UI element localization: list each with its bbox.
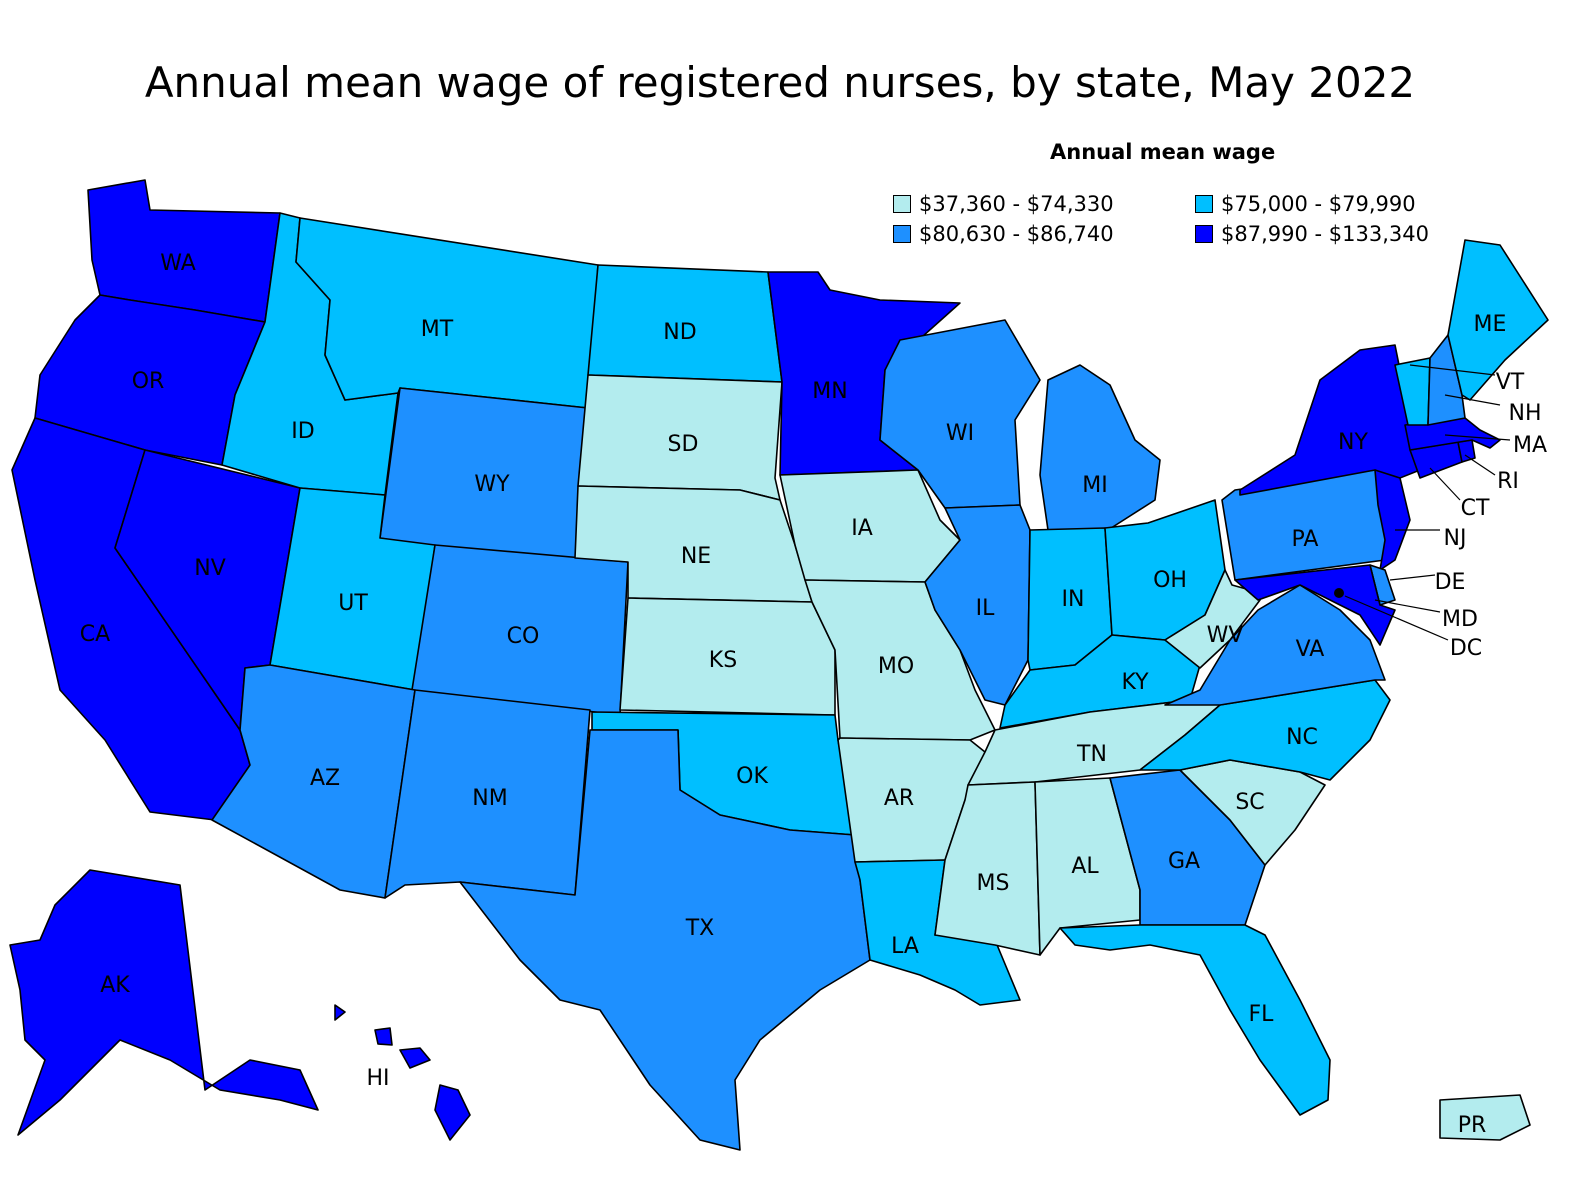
state-label-ct: CT (1461, 496, 1490, 521)
state-label-mn: MN (812, 379, 847, 404)
state-label-az: AZ (310, 766, 340, 791)
state-wi[interactable] (879, 319, 1041, 509)
legend-swatch (893, 195, 911, 213)
state-label-ne: NE (681, 544, 711, 569)
state-label-oh: OH (1153, 568, 1187, 593)
map-title: Annual mean wage of registered nurses, b… (144, 58, 1416, 107)
legend-range-label: $37,360 - $74,330 (919, 192, 1114, 216)
state-label-id: ID (291, 419, 314, 444)
state-label-wv: WV (1207, 623, 1244, 648)
state-label-ri: RI (1497, 469, 1519, 494)
state-nj[interactable] (1374, 469, 1411, 571)
legend-item-tier-1: $37,360 - $74,330 (893, 192, 1114, 216)
state-tx[interactable] (459, 729, 871, 1151)
state-pr[interactable] (1439, 1094, 1531, 1141)
state-label-sc: SC (1235, 790, 1264, 815)
state-label-ak: AK (100, 973, 130, 998)
legend-range-label: $87,990 - $133,340 (1221, 222, 1429, 246)
state-label-co: CO (507, 624, 540, 649)
legend-title: Annual mean wage (1050, 140, 1276, 164)
state-label-mi: MI (1082, 473, 1107, 498)
state-mt[interactable] (295, 217, 599, 409)
state-ak[interactable] (9, 869, 319, 1136)
state-ri[interactable] (1457, 439, 1476, 463)
state-label-nm: NM (472, 786, 507, 811)
state-label-wa: WA (160, 251, 196, 276)
state-label-in: IN (1062, 587, 1085, 612)
state-label-nh: NH (1509, 401, 1542, 426)
state-label-ut: UT (338, 591, 368, 616)
state-nh[interactable] (1427, 334, 1466, 426)
legend-swatch (1195, 225, 1213, 243)
dc-marker[interactable] (1334, 588, 1344, 598)
state-label-nc: NC (1286, 725, 1318, 750)
state-label-mt: MT (421, 317, 454, 342)
state-label-ky: KY (1121, 670, 1149, 695)
state-label-la: LA (891, 934, 919, 959)
state-label-mo: MO (878, 654, 914, 679)
state-fl[interactable] (1059, 924, 1331, 1116)
state-label-il: IL (976, 596, 995, 621)
state-label-ia: IA (851, 516, 873, 541)
state-label-pa: PA (1292, 527, 1319, 552)
state-nc[interactable] (1139, 679, 1391, 781)
state-label-wi: WI (946, 421, 974, 446)
legend-swatch (1195, 195, 1213, 213)
state-ks[interactable] (619, 597, 836, 716)
state-label-de: DE (1435, 570, 1466, 595)
state-label-ma: MA (1513, 433, 1547, 458)
legend-item-tier-2: $75,000 - $79,990 (1195, 192, 1416, 216)
state-label-sd: SD (668, 432, 699, 457)
state-label-dc: DC (1450, 636, 1482, 661)
state-label-ok: OK (736, 764, 768, 789)
state-label-ks: KS (709, 648, 737, 673)
state-label-vt: VT (1496, 370, 1525, 395)
state-label-ga: GA (1168, 849, 1200, 874)
state-label-or: OR (132, 369, 165, 394)
state-label-nd: ND (663, 320, 696, 345)
state-label-md: MD (1442, 607, 1478, 632)
legend-item-tier-3: $80,630 - $86,740 (893, 222, 1114, 246)
state-label-hi: HI (366, 1066, 389, 1091)
state-mi[interactable] (1039, 364, 1161, 531)
state-label-va: VA (1296, 637, 1325, 662)
state-label-pr: PR (1458, 1113, 1487, 1138)
state-label-ny: NY (1338, 430, 1368, 455)
state-label-ar: AR (884, 786, 914, 811)
legend-range-label: $75,000 - $79,990 (1221, 192, 1416, 216)
state-ma[interactable] (1404, 417, 1501, 451)
state-label-me: ME (1474, 312, 1507, 337)
state-label-al: AL (1071, 854, 1099, 879)
legend-item-tier-4: $87,990 - $133,340 (1195, 222, 1429, 246)
state-label-wy: WY (474, 472, 510, 497)
state-label-nj: NJ (1444, 526, 1467, 551)
state-me[interactable] (1447, 239, 1549, 401)
state-ny[interactable] (1239, 344, 1421, 496)
state-label-tx: TX (685, 916, 715, 941)
state-label-fl: FL (1249, 1002, 1275, 1027)
state-label-ms: MS (977, 871, 1010, 896)
state-label-tn: TN (1076, 742, 1107, 767)
state-il[interactable] (924, 504, 1031, 706)
legend-range-label: $80,630 - $86,740 (919, 222, 1114, 246)
state-label-nv: NV (194, 556, 226, 581)
state-hi[interactable] (334, 1004, 471, 1141)
state-va[interactable] (1164, 584, 1386, 706)
state-md[interactable] (1234, 564, 1396, 646)
legend-swatch (893, 225, 911, 243)
state-label-ca: CA (80, 622, 110, 647)
